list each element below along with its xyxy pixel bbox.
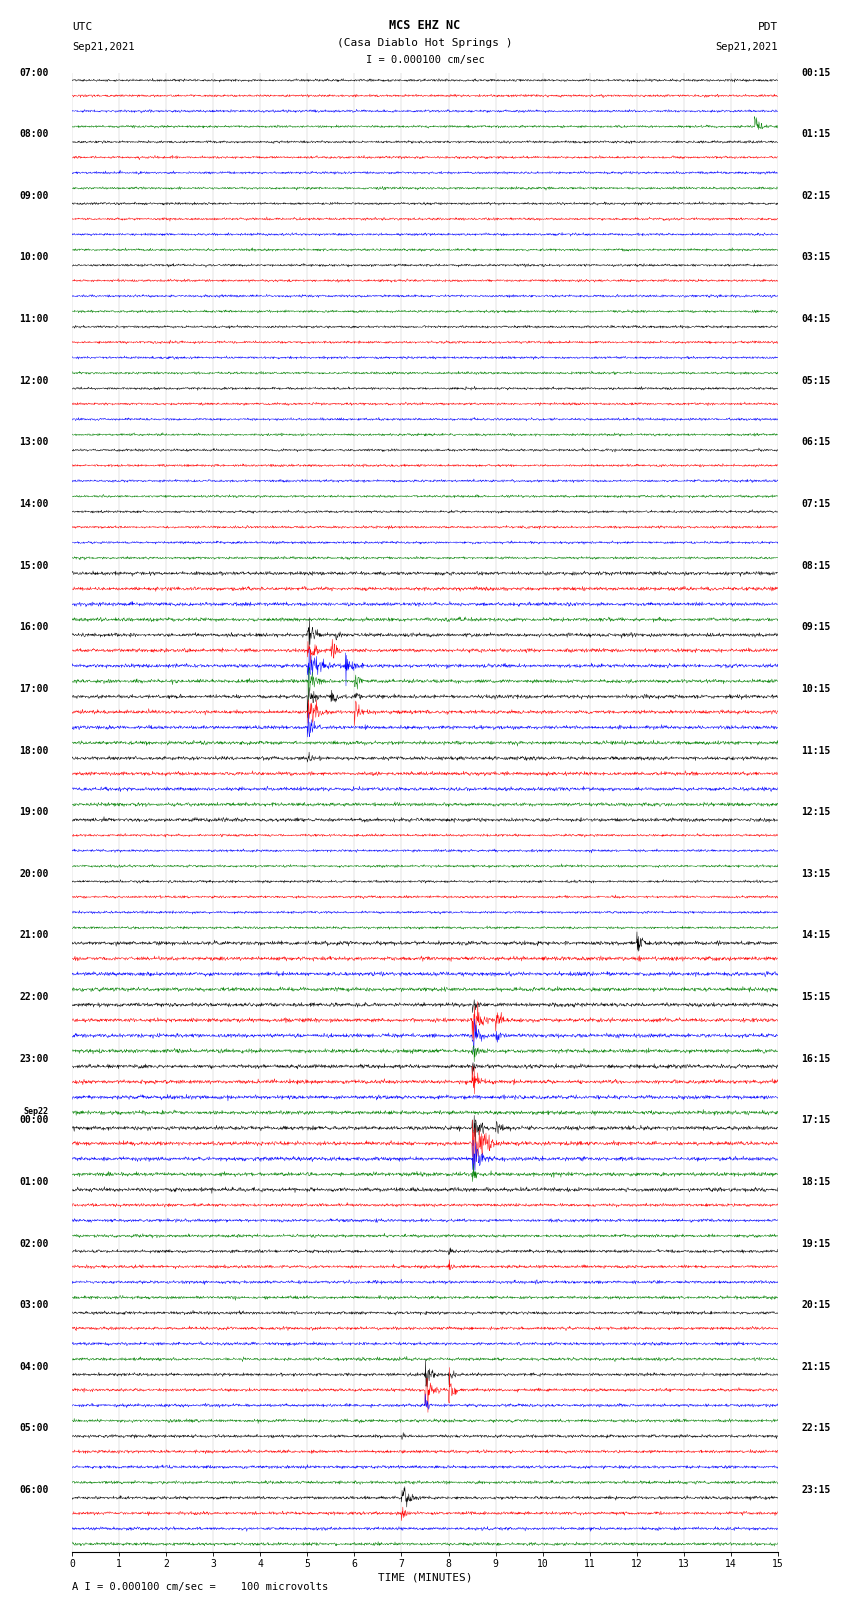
Text: UTC: UTC bbox=[72, 23, 93, 32]
Text: 15:00: 15:00 bbox=[20, 561, 48, 571]
Text: 18:00: 18:00 bbox=[20, 745, 48, 755]
Text: 11:15: 11:15 bbox=[802, 745, 830, 755]
Text: 21:15: 21:15 bbox=[802, 1361, 830, 1371]
Text: 04:15: 04:15 bbox=[802, 315, 830, 324]
Text: 06:00: 06:00 bbox=[20, 1486, 48, 1495]
Text: 14:15: 14:15 bbox=[802, 931, 830, 940]
Text: 15:15: 15:15 bbox=[802, 992, 830, 1002]
Text: Sep22: Sep22 bbox=[24, 1107, 48, 1116]
Text: 20:15: 20:15 bbox=[802, 1300, 830, 1310]
Text: 19:00: 19:00 bbox=[20, 806, 48, 818]
Text: 21:00: 21:00 bbox=[20, 931, 48, 940]
Text: 13:15: 13:15 bbox=[802, 869, 830, 879]
Text: 06:15: 06:15 bbox=[802, 437, 830, 447]
Text: 23:00: 23:00 bbox=[20, 1053, 48, 1063]
Text: 04:00: 04:00 bbox=[20, 1361, 48, 1371]
Text: PDT: PDT bbox=[757, 23, 778, 32]
Text: 01:00: 01:00 bbox=[20, 1177, 48, 1187]
Text: 09:00: 09:00 bbox=[20, 190, 48, 202]
Text: 19:15: 19:15 bbox=[802, 1239, 830, 1248]
Text: 16:00: 16:00 bbox=[20, 623, 48, 632]
Text: 07:15: 07:15 bbox=[802, 498, 830, 510]
Text: 11:00: 11:00 bbox=[20, 315, 48, 324]
Text: 07:00: 07:00 bbox=[20, 68, 48, 77]
Text: 18:15: 18:15 bbox=[802, 1177, 830, 1187]
Text: 05:00: 05:00 bbox=[20, 1423, 48, 1434]
X-axis label: TIME (MINUTES): TIME (MINUTES) bbox=[377, 1573, 473, 1582]
Text: 13:00: 13:00 bbox=[20, 437, 48, 447]
Text: 10:00: 10:00 bbox=[20, 253, 48, 263]
Text: 16:15: 16:15 bbox=[802, 1053, 830, 1063]
Text: 00:00: 00:00 bbox=[20, 1115, 48, 1126]
Text: 08:15: 08:15 bbox=[802, 561, 830, 571]
Text: 03:00: 03:00 bbox=[20, 1300, 48, 1310]
Text: 14:00: 14:00 bbox=[20, 498, 48, 510]
Text: 22:00: 22:00 bbox=[20, 992, 48, 1002]
Text: 05:15: 05:15 bbox=[802, 376, 830, 386]
Text: Sep21,2021: Sep21,2021 bbox=[715, 42, 778, 52]
Text: 23:15: 23:15 bbox=[802, 1486, 830, 1495]
Text: 12:00: 12:00 bbox=[20, 376, 48, 386]
Text: MCS EHZ NC: MCS EHZ NC bbox=[389, 19, 461, 32]
Text: A I = 0.000100 cm/sec =    100 microvolts: A I = 0.000100 cm/sec = 100 microvolts bbox=[72, 1582, 328, 1592]
Text: 03:15: 03:15 bbox=[802, 253, 830, 263]
Text: 01:15: 01:15 bbox=[802, 129, 830, 139]
Text: (Casa Diablo Hot Springs ): (Casa Diablo Hot Springs ) bbox=[337, 39, 513, 48]
Text: 20:00: 20:00 bbox=[20, 869, 48, 879]
Text: 00:15: 00:15 bbox=[802, 68, 830, 77]
Text: 09:15: 09:15 bbox=[802, 623, 830, 632]
Text: 02:00: 02:00 bbox=[20, 1239, 48, 1248]
Text: I = 0.000100 cm/sec: I = 0.000100 cm/sec bbox=[366, 55, 484, 65]
Text: 22:15: 22:15 bbox=[802, 1423, 830, 1434]
Text: 02:15: 02:15 bbox=[802, 190, 830, 202]
Text: 12:15: 12:15 bbox=[802, 806, 830, 818]
Text: 17:00: 17:00 bbox=[20, 684, 48, 694]
Text: 10:15: 10:15 bbox=[802, 684, 830, 694]
Text: 08:00: 08:00 bbox=[20, 129, 48, 139]
Text: 17:15: 17:15 bbox=[802, 1115, 830, 1126]
Text: Sep21,2021: Sep21,2021 bbox=[72, 42, 135, 52]
